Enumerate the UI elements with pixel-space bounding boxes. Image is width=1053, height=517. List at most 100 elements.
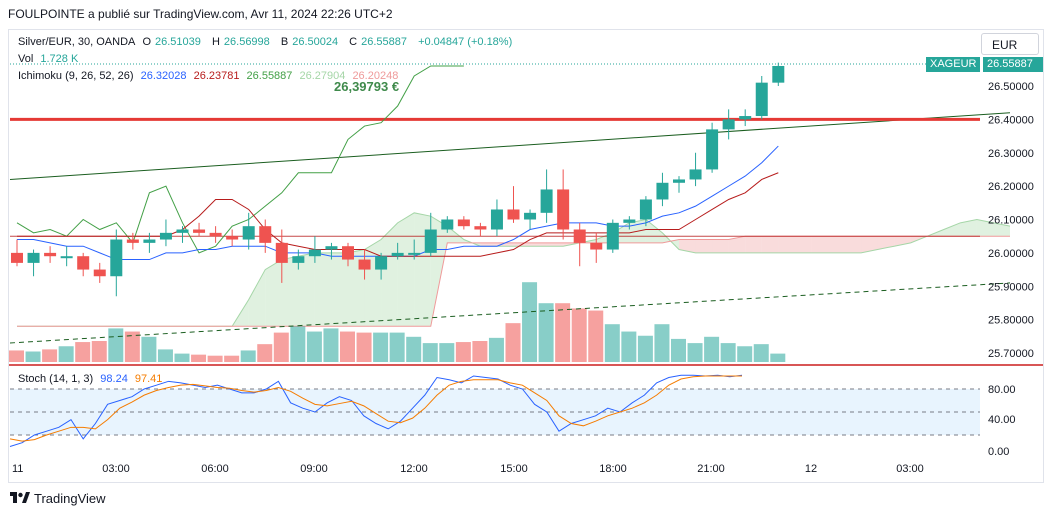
ichimoku-span-a-value: 26.27904 (299, 70, 346, 82)
volume-value: 1.728 K (40, 53, 79, 65)
price-annotation: 26,39793 € (334, 79, 400, 94)
volume-bar (373, 332, 389, 362)
candle-body (474, 226, 487, 230)
stoch-tick-label: 0.00 (988, 446, 1009, 458)
volume-bar (753, 344, 769, 362)
candle-body (110, 239, 123, 277)
volume-bar (389, 332, 405, 362)
last-price-badge: 26.55887 (983, 57, 1043, 72)
time-tick-label: 03:00 (102, 463, 130, 475)
ichimoku-label: Ichimoku (9, 26, 52, 26) (18, 70, 134, 82)
cloud-segment (827, 236, 845, 253)
candle-body (706, 129, 719, 170)
volume-bar (240, 350, 256, 362)
currency-button[interactable]: EUR (981, 33, 1039, 55)
ohlc-change: +0.04847 (+0.18%) (418, 36, 513, 48)
volume-bar (108, 328, 124, 362)
ichimoku-legend: Ichimoku (9, 26, 52, 26) 26.32028 26.237… (18, 70, 402, 82)
volume-bar (141, 336, 157, 362)
volume-bar (340, 331, 355, 362)
volume-bar (224, 355, 240, 362)
stoch-k-value: 98.24 (100, 373, 128, 385)
volume-bar (455, 342, 471, 362)
volume-bar (687, 343, 703, 362)
ohlc-high: H 26.56998 (211, 36, 270, 48)
volume-bar (704, 336, 720, 362)
price-axis: 26.50000 26.40000 26.30000 26.20000 26.10000… (988, 81, 1034, 360)
candle-body (490, 209, 503, 230)
candle-body (524, 212, 537, 220)
cloud-segment (811, 236, 828, 253)
candle-body (424, 229, 437, 253)
stoch-legend: Stoch (14, 1, 3) 98.24 97.41 (18, 373, 166, 385)
volume-bar (75, 342, 91, 362)
ohlc-open: O 26.51039 (142, 36, 201, 48)
candle-body (126, 239, 139, 243)
candle-body (408, 252, 421, 255)
volume-bar (124, 331, 140, 362)
candle-body (557, 189, 570, 230)
volume-bar (488, 337, 504, 362)
volume-bar (290, 326, 306, 362)
candle-body (226, 236, 239, 240)
cloud-segment (877, 236, 895, 250)
candle-body (11, 252, 23, 263)
price-tick-label: 26.20000 (988, 181, 1034, 193)
publish-header: FOULPOINTE a publié sur TradingView.com,… (8, 7, 393, 21)
candle-body (507, 209, 520, 220)
volume-bar (257, 344, 273, 362)
ichimoku-conversion-value: 26.32028 (140, 70, 187, 82)
cloud-segment (712, 239, 729, 253)
price-tick-label: 26.30000 (988, 148, 1034, 160)
time-tick-label: 09:00 (300, 463, 328, 475)
stoch-axis: 80.00 40.00 0.00 (988, 384, 1016, 458)
candle-body (441, 219, 454, 230)
volume-bar (770, 353, 786, 362)
cloud-segment (546, 242, 564, 247)
stoch-tick-label: 80.00 (988, 384, 1016, 396)
candle-body (358, 259, 371, 270)
time-tick-label: 21:00 (697, 463, 725, 475)
candle-body (193, 229, 206, 233)
volume-bar (174, 353, 190, 362)
price-tick-label: 25.90000 (988, 281, 1034, 293)
time-tick-label: 12:00 (400, 463, 428, 475)
volume-bar (737, 346, 753, 362)
candle-body (275, 242, 288, 263)
volume-bar (207, 355, 223, 362)
chart-frame (8, 29, 1044, 483)
cloud-segment (447, 226, 464, 243)
volume-bar (9, 350, 24, 362)
volume-bar (555, 303, 571, 362)
volume-bar (91, 341, 107, 362)
volume-bar (654, 324, 670, 362)
cloud-segment (761, 236, 779, 253)
price-tick-label: 26.50000 (988, 81, 1034, 93)
lagging-span-line (16, 65, 464, 254)
volume-bar (273, 332, 289, 362)
cloud-segment (943, 222, 961, 237)
candle-body (159, 232, 172, 240)
footer-brand: TradingView (34, 491, 106, 506)
volume-legend: Vol 1.728 K (18, 53, 82, 65)
candle-body (573, 229, 586, 243)
time-tick-label: 15:00 (500, 463, 528, 475)
stoch-d-value: 97.41 (134, 373, 163, 385)
candle-body (540, 189, 553, 213)
cloud-segment (298, 252, 315, 327)
time-tick-label: 11 (12, 463, 23, 475)
symbol-badge: XAGEUR (926, 57, 981, 72)
candle-body (673, 179, 685, 183)
candle-body (325, 246, 338, 250)
candle-body (176, 229, 189, 233)
candle-body (292, 256, 305, 263)
trendline-solid (9, 112, 1011, 180)
footer: TradingView (10, 491, 106, 506)
candle-body (755, 82, 768, 117)
stoch-d-line (9, 375, 742, 442)
candle-body (44, 252, 57, 257)
trendline-dashed (9, 282, 1011, 344)
time-tick-label: 18:00 (599, 463, 627, 475)
cloud-segment (331, 252, 348, 327)
